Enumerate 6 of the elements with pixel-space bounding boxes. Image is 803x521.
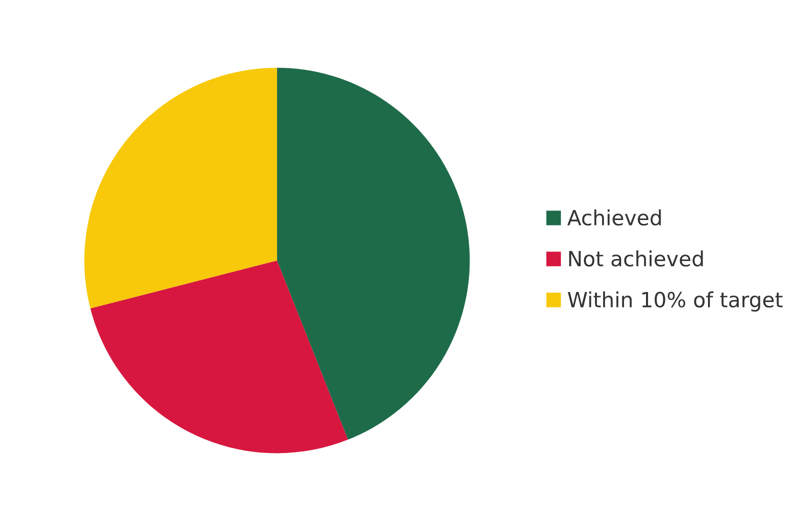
pie-slice bbox=[84, 68, 278, 308]
pie-slice bbox=[90, 260, 348, 454]
legend-label: Achieved bbox=[567, 209, 661, 226]
pie-slice bbox=[277, 68, 470, 440]
legend-label: Within 10% of target bbox=[568, 291, 783, 312]
legend-label: Not achieved bbox=[569, 250, 703, 267]
